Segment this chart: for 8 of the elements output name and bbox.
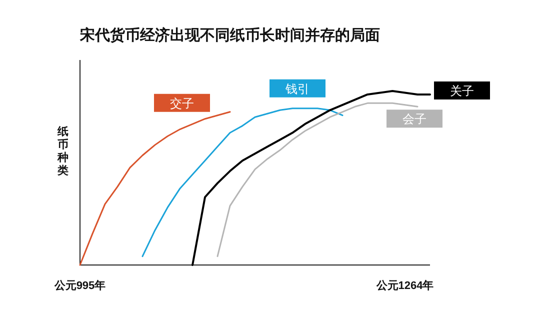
x-tick-label: 公元995年 [53, 279, 106, 292]
series-label: 钱引 [284, 82, 310, 96]
series-label: 交子 [170, 96, 194, 110]
series-label: 会子 [402, 112, 426, 126]
chart-title: 宋代货币经济出现不同纸币长时间并存的局面 [79, 26, 380, 44]
x-tick-label: 公元1264年 [375, 279, 434, 292]
series-label: 关子 [450, 84, 474, 98]
ylabel: 纸币种类 [58, 126, 68, 177]
